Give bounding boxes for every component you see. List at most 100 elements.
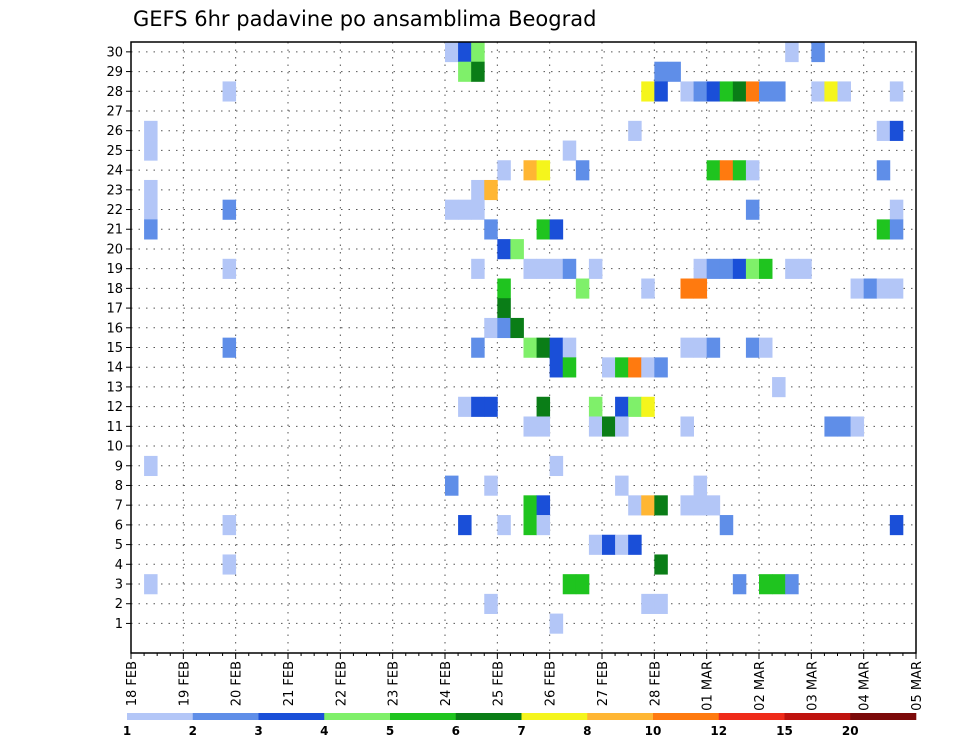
precip-cell (471, 337, 485, 358)
precip-cell (445, 199, 459, 220)
y-tick-label: 29 (106, 65, 123, 80)
precip-cell (628, 120, 642, 141)
colorbar-label: 20 (842, 724, 859, 738)
precip-cell (523, 258, 537, 279)
colorbar-swatch (718, 713, 785, 720)
y-tick-label: 6 (115, 518, 123, 533)
x-tick-label: 05 MAR (910, 661, 925, 711)
precip-cell (706, 337, 721, 358)
precip-cell (772, 81, 786, 102)
y-tick-label: 21 (106, 223, 123, 238)
precip-cell (562, 258, 577, 279)
precip-cell (641, 357, 655, 378)
x-tick-label: 22 FEB (334, 661, 349, 706)
precip-cell (654, 593, 668, 614)
precip-cell (615, 475, 629, 496)
precip-cell (863, 278, 878, 299)
precip-cell (523, 416, 537, 437)
precip-cell (497, 278, 511, 299)
precip-cell (144, 219, 158, 240)
precip-cell (536, 495, 551, 516)
colorbar-label: 15 (776, 724, 793, 738)
precip-cell (719, 160, 734, 181)
precip-cell (798, 258, 812, 279)
precip-cell (745, 81, 760, 102)
precip-cell (654, 61, 668, 82)
precip-cell (523, 515, 537, 536)
chart-title: GEFS 6hr padavine po ansamblima Beograd (133, 7, 596, 31)
precip-cell (837, 416, 851, 437)
precip-cell (549, 219, 564, 240)
precip-cell (680, 337, 694, 358)
precip-cell (719, 81, 734, 102)
x-tick-label: 27 FEB (596, 661, 611, 706)
precip-cell (889, 219, 904, 240)
colorbar-swatch (127, 713, 194, 720)
precip-cell (458, 515, 472, 536)
precip-cell (759, 258, 773, 279)
precip-cell (732, 81, 747, 102)
precip-cell (471, 396, 485, 417)
colorbar-swatch (521, 713, 588, 720)
precip-cell (222, 81, 237, 102)
precip-cell (536, 515, 551, 536)
x-tick-label: 20 FEB (230, 661, 245, 706)
precip-cell (484, 396, 498, 417)
x-tick-label: 24 FEB (439, 661, 454, 706)
precip-cell (732, 574, 747, 595)
precip-cell (497, 239, 511, 260)
colorbar-label: 7 (517, 724, 525, 738)
y-tick-label: 22 (106, 203, 123, 218)
precip-cell (458, 61, 472, 82)
precip-cell (759, 574, 773, 595)
precip-cell (484, 317, 498, 339)
precip-cell (471, 179, 485, 201)
precip-cell (680, 81, 694, 102)
x-tick-label: 23 FEB (387, 661, 402, 706)
colorbar-swatch (653, 713, 720, 720)
colorbar-swatch (258, 713, 325, 720)
y-tick-label: 20 (106, 242, 123, 257)
precip-cell (889, 120, 904, 141)
precip-cell (654, 357, 668, 378)
y-tick-label: 18 (106, 282, 123, 297)
precip-cell (641, 396, 655, 417)
precip-cell (222, 337, 237, 358)
x-tick-label: 21 FEB (282, 661, 297, 706)
y-tick-label: 17 (106, 302, 123, 317)
x-axis-date-ticks: 18 FEB 19 FEB 20 FEB 21 FEB 22 FEB 23 FEB 24 F… (125, 653, 925, 711)
precip-cell (549, 455, 564, 477)
precip-cell (588, 416, 603, 437)
precip-cell (549, 613, 564, 634)
colorbar-swatch (455, 713, 522, 720)
precip-cell (680, 416, 694, 437)
y-tick-label: 9 (115, 459, 123, 474)
precip-cell (706, 258, 721, 279)
precip-cell (562, 140, 577, 161)
precip-cell (759, 81, 773, 102)
precip-cell (497, 298, 511, 319)
y-tick-label: 25 (106, 144, 123, 159)
precip-cell (144, 574, 158, 595)
precip-cell (654, 495, 668, 516)
precip-cell (497, 317, 511, 339)
y-tick-label: 12 (106, 400, 123, 415)
precip-cell (471, 199, 485, 220)
precip-cell (602, 534, 616, 555)
precip-cell (458, 42, 472, 63)
precip-cell (536, 160, 551, 181)
precip-cell (575, 574, 590, 595)
precip-cell (641, 593, 655, 614)
precip-cell (222, 515, 237, 536)
colorbar-label: 6 (452, 724, 460, 738)
precip-cell (523, 160, 537, 181)
precip-cell (497, 160, 511, 181)
precip-cell (471, 61, 485, 82)
colorbar-label: 12 (710, 724, 727, 738)
precip-cell (719, 515, 734, 536)
y-tick-label: 13 (106, 380, 123, 395)
x-tick-label: 25 FEB (491, 661, 506, 706)
precip-cell (602, 357, 616, 378)
y-tick-label: 24 (106, 164, 123, 179)
x-tick-label: 18 FEB (125, 661, 140, 706)
